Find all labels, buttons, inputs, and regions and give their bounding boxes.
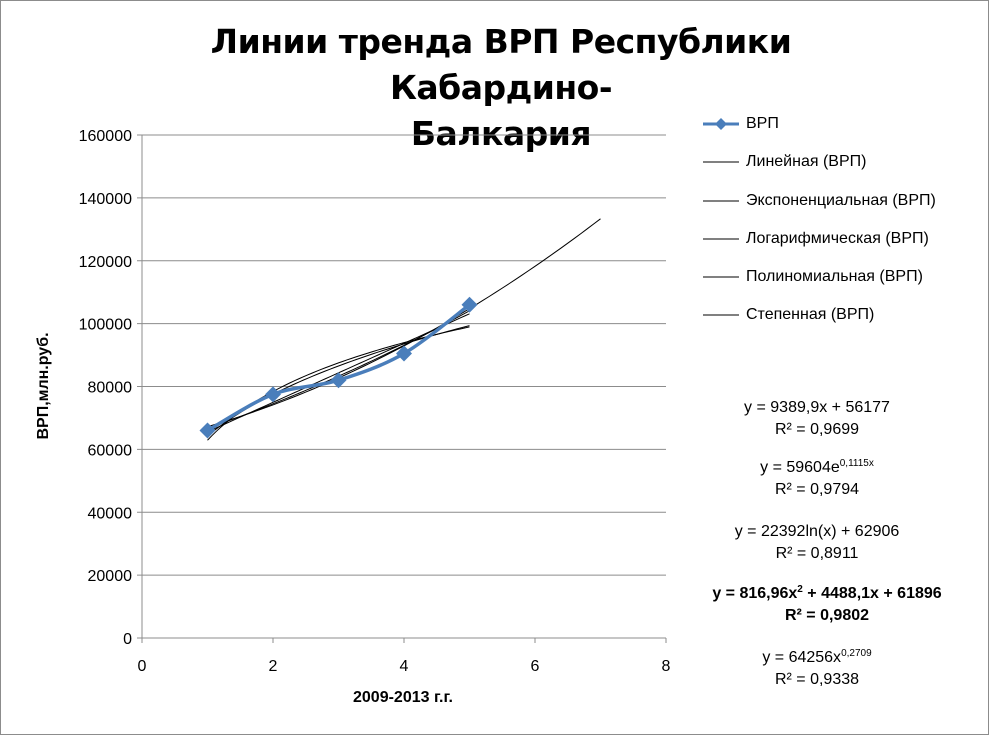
legend-swatch-diamond: [703, 118, 739, 130]
chart-title-line-2: Балкария: [410, 114, 592, 153]
y-axis-label: ВРП,млн.руб.: [35, 332, 52, 439]
equation-text: y = 816,96x: [712, 585, 798, 602]
chart-title: Линии тренда ВРП Республики Кабардино- Б…: [101, 19, 901, 157]
equation-linear: y = 9389,9x + 56177 R² = 0,9699: [667, 397, 967, 441]
legend-swatch-line: [703, 238, 739, 240]
legend-swatch-line: [703, 161, 739, 163]
legend-item-logarithmic: Логарифмическая (ВРП): [701, 224, 981, 254]
r-squared-text: R² = 0,9699: [774, 421, 860, 438]
y-tick-label: 20000: [88, 568, 133, 585]
y-tick-label: 160000: [79, 128, 132, 145]
legend-item-vrp: ВРП: [701, 109, 981, 139]
equation-text-rest: + 4488,1x + 61896: [802, 585, 942, 602]
r-squared-text: R² = 0,8911: [775, 545, 859, 562]
equation-line: y = 64256x0,2709: [667, 647, 967, 669]
x-tick-label: 8: [662, 658, 671, 675]
r-squared-text: R² = 0,9802: [784, 607, 870, 624]
data-point: [199, 422, 216, 439]
chart-title-line-1: Линии тренда ВРП Республики Кабардино-: [210, 22, 792, 107]
equation-exponent: 0,1115x: [839, 458, 874, 469]
trendlines: [207, 218, 601, 441]
legend-label: Экспоненциальная (ВРП): [746, 192, 936, 209]
equation-polynomial: y = 816,96x2 + 4488,1x + 61896 R² = 0,98…: [677, 583, 977, 627]
x-tick-label: 2: [269, 658, 278, 675]
y-tick-label: 100000: [79, 317, 132, 334]
y-tick-label: 40000: [88, 505, 133, 522]
r-squared-text: R² = 0,9794: [774, 481, 860, 498]
y-tick-label: 120000: [79, 254, 132, 271]
equation-text: y = 22392ln(x) + 62906: [734, 523, 900, 540]
gridlines: [142, 134, 666, 576]
equation-text: y = 59604e: [760, 459, 840, 476]
x-tick-label: 4: [400, 658, 409, 675]
axes: [137, 134, 667, 643]
data-series: [199, 296, 478, 439]
legend-swatch-line: [703, 276, 739, 278]
legend-label: Полиномиальная (ВРП): [746, 268, 923, 285]
trendline: [207, 310, 470, 429]
data-point: [265, 386, 281, 403]
tick-labels: 0 20000 40000 60000 80000 100000 120000 140000 1…: [79, 128, 671, 675]
equation-exponential: y = 59604e0,1115x R² = 0,9794: [667, 457, 967, 501]
legend-swatch-line: [703, 314, 739, 316]
legend-item-linear: Линейная (ВРП): [701, 147, 981, 177]
data-point: [461, 296, 478, 313]
equation-exponent: 2: [797, 584, 803, 595]
equation-text: y = 9389,9x + 56177: [744, 399, 890, 416]
equation-logarithmic: y = 22392ln(x) + 62906 R² = 0,8911: [667, 521, 967, 565]
y-tick-label: 0: [123, 631, 132, 648]
equation-exponent: 0,2709: [841, 648, 872, 659]
legend-item-power: Степенная (ВРП): [701, 300, 981, 330]
x-tick-label: 6: [531, 658, 540, 675]
legend-label: ВРП: [746, 115, 779, 132]
data-point: [330, 372, 347, 389]
data-point: [396, 345, 412, 362]
equation-line: y = 816,96x2 + 4488,1x + 61896: [677, 583, 977, 605]
legend-swatch-line: [703, 200, 739, 202]
legend-item-polynomial: Полиномиальная (ВРП): [701, 262, 981, 292]
r-squared-text: R² = 0,9338: [774, 671, 860, 688]
y-tick-label: 140000: [79, 191, 132, 208]
legend-label: Линейная (ВРП): [746, 153, 867, 170]
equation-text: y = 64256x: [762, 649, 842, 666]
equation-power: y = 64256x0,2709 R² = 0,9338: [667, 647, 967, 691]
legend-item-exponential: Экспоненциальная (ВРП): [701, 186, 981, 216]
equation-line: y = 59604e0,1115x: [667, 457, 967, 479]
y-tick-label: 60000: [88, 442, 133, 459]
y-tick-label: 80000: [88, 380, 133, 397]
x-tick-label: 0: [138, 658, 147, 675]
x-axis-label: 2009-2013 г.г.: [353, 689, 453, 706]
legend-label: Логарифмическая (ВРП): [746, 230, 929, 247]
legend-label: Степенная (ВРП): [746, 306, 875, 323]
